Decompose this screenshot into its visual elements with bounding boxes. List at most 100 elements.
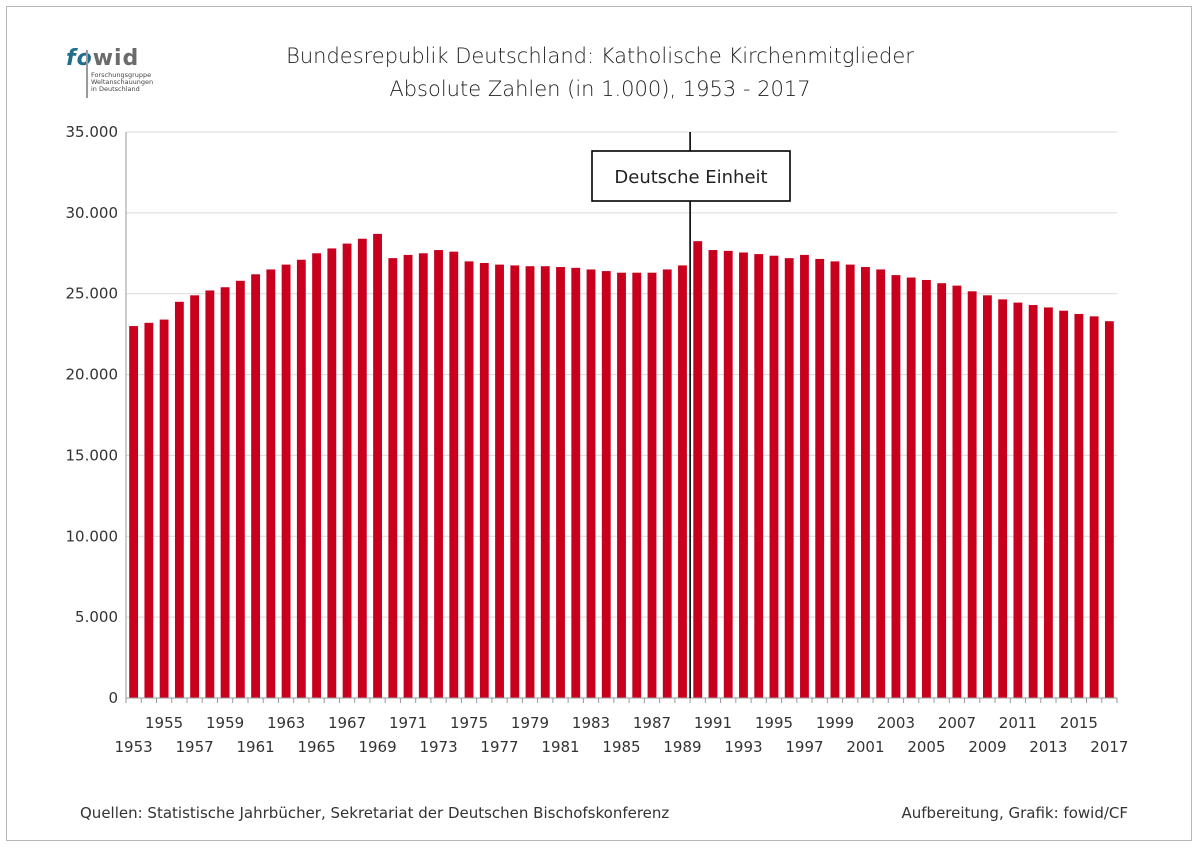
x-tick-label: 1989 xyxy=(663,738,701,756)
y-tick-label: 35.000 xyxy=(66,123,119,141)
bar-1996 xyxy=(784,258,794,698)
bar-1972 xyxy=(418,253,428,699)
bar-2015 xyxy=(1074,313,1084,698)
bar-2005 xyxy=(922,279,931,698)
bar-1955 xyxy=(159,319,169,698)
bar-1998 xyxy=(815,258,825,698)
x-tick-label: 1999 xyxy=(816,714,854,732)
x-tick-label: 1995 xyxy=(755,714,793,732)
bar-1994 xyxy=(754,254,764,698)
bar-2002 xyxy=(876,269,886,698)
bar-1967 xyxy=(342,243,352,698)
bar-1995 xyxy=(769,255,779,698)
x-tick-label: 1953 xyxy=(115,738,153,756)
bar-1986 xyxy=(632,272,642,698)
x-tick-label: 2015 xyxy=(1060,714,1098,732)
bar-2016 xyxy=(1089,316,1099,698)
bar-1997 xyxy=(800,254,809,698)
x-tick-label: 2001 xyxy=(846,738,884,756)
x-tick-label: 1983 xyxy=(572,714,610,732)
annotation-deutsche-einheit: Deutsche Einheit xyxy=(591,132,791,698)
bar-1983 xyxy=(586,269,596,698)
x-tick-label: 2005 xyxy=(907,738,945,756)
y-tick-label: 25.000 xyxy=(66,285,119,303)
logo-wid: wid xyxy=(92,46,140,71)
y-tick-label: 5.000 xyxy=(75,608,118,626)
y-tick-label: 15.000 xyxy=(66,446,119,464)
bar-1978 xyxy=(510,265,520,698)
y-tick-label: 20.000 xyxy=(66,366,119,384)
logo-sub-line-1: Forschungsgruppe xyxy=(91,71,152,79)
bar-2003 xyxy=(891,275,901,698)
bar-1956 xyxy=(174,301,184,698)
bar-1957 xyxy=(190,295,200,698)
annotation-box xyxy=(591,150,791,202)
bar-1965 xyxy=(312,253,321,699)
x-tick-label: 2009 xyxy=(968,738,1006,756)
bar-2014 xyxy=(1059,310,1069,698)
bar-2007 xyxy=(952,285,962,698)
chart-subtitle: Absolute Zahlen (in 1.000), 1953 - 2017 xyxy=(389,77,811,101)
x-tick-labels: 1953 1955 1957 1959 1961 1963 1965 1967 1969 1971… xyxy=(115,714,1129,756)
x-tick-label: 2013 xyxy=(1029,738,1067,756)
bar-1976 xyxy=(479,262,489,698)
x-tick-label: 1985 xyxy=(602,738,640,756)
chart-frame xyxy=(6,6,1192,841)
bar-1959 xyxy=(220,287,230,698)
bar-2001 xyxy=(861,267,870,698)
bar-1977 xyxy=(495,264,504,698)
bar-2000 xyxy=(845,264,855,698)
bar-2012 xyxy=(1028,305,1038,698)
source-note: Quellen: Statistische Jahrbücher, Sekret… xyxy=(80,804,670,822)
bar-1993 xyxy=(739,252,748,698)
bar-2008 xyxy=(967,291,977,698)
bar-1988 xyxy=(662,269,672,698)
x-tick-label: 1975 xyxy=(450,714,488,732)
bar-1987 xyxy=(647,272,657,698)
bar-1990 xyxy=(693,241,703,698)
bar-1979 xyxy=(525,266,535,698)
axes xyxy=(125,132,1118,703)
bar-1992 xyxy=(723,250,733,699)
x-tick-label: 1987 xyxy=(633,714,671,732)
x-tick-label: 1977 xyxy=(480,738,518,756)
bar-1970 xyxy=(388,258,398,698)
bar-2017 xyxy=(1104,321,1114,698)
bars xyxy=(129,233,1114,699)
credit-note: Aufbereitung, Grafik: fowid/CF xyxy=(901,804,1129,822)
x-tick-label: 2003 xyxy=(877,714,915,732)
x-tick-label: 1965 xyxy=(297,738,335,756)
x-tick-label: 1961 xyxy=(236,738,274,756)
x-tick-label: 1971 xyxy=(389,714,427,732)
bar-1980 xyxy=(540,266,550,698)
x-tick-label: 1973 xyxy=(419,738,457,756)
x-tick-label: 2011 xyxy=(999,714,1037,732)
bar-1973 xyxy=(434,250,443,698)
bar-1999 xyxy=(830,261,840,698)
bar-1981 xyxy=(556,267,565,698)
x-tick-label: 1997 xyxy=(785,738,823,756)
bar-1961 xyxy=(251,274,261,698)
logo-sub-line-3: in Deutschland xyxy=(91,85,140,93)
bar-1989 xyxy=(678,265,687,698)
chart-title: Bundesrepublik Deutschland: Katholische … xyxy=(286,44,914,68)
x-tick-label: 1955 xyxy=(145,714,183,732)
x-tick-label: 1959 xyxy=(206,714,244,732)
bar-1963 xyxy=(281,264,291,698)
bar-1966 xyxy=(327,248,337,699)
bar-2006 xyxy=(937,283,947,698)
x-tick-label: 1979 xyxy=(511,714,549,732)
bar-1960 xyxy=(235,280,245,698)
logo-subtitle: Forschungsgruppe Weltanschauungen in Deu… xyxy=(91,72,153,93)
bar-1969 xyxy=(373,233,382,698)
bar-2011 xyxy=(1013,302,1023,698)
bar-1971 xyxy=(403,254,413,698)
bar-2013 xyxy=(1043,307,1053,698)
fowid-logo: fowid Forschungsgruppe Weltanschauungen … xyxy=(66,46,176,100)
x-tick-label: 1991 xyxy=(694,714,732,732)
bar-1954 xyxy=(144,322,154,698)
bar-1953 xyxy=(129,326,139,698)
x-tick-label: 1969 xyxy=(358,738,396,756)
y-tick-label: 30.000 xyxy=(66,204,119,222)
x-tick-label: 1957 xyxy=(176,738,214,756)
